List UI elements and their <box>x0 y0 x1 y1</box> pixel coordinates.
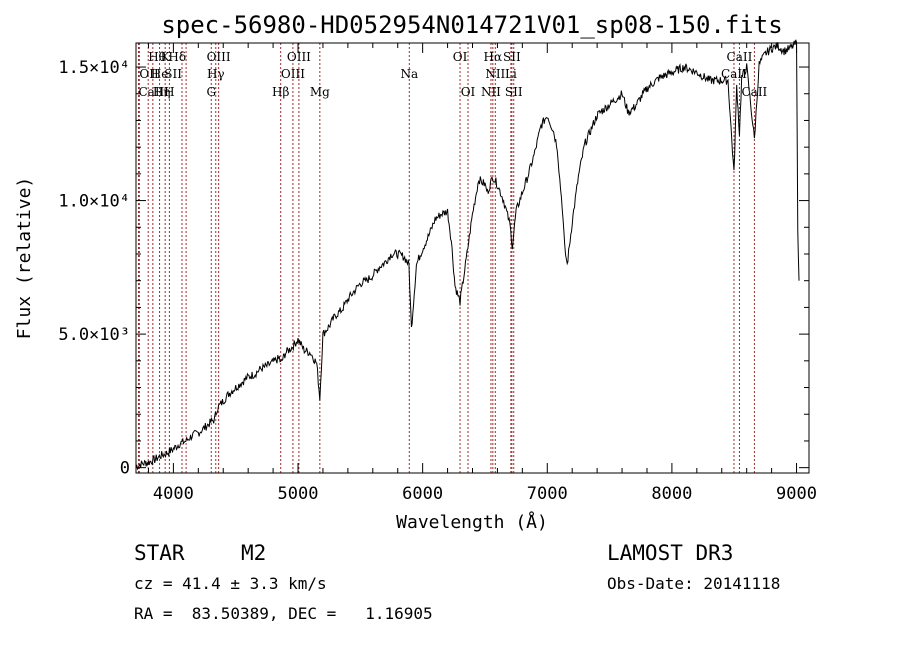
redshift-text: cz = 41.4 ± 3.3 km/s <box>134 574 327 593</box>
line-label-19: NII <box>481 85 501 99</box>
obs-date-text: Obs-Date: 20141118 <box>607 574 780 593</box>
x-tick-label-5: 9000 <box>776 484 817 504</box>
line-label-1: OII <box>139 67 159 81</box>
line-label-27: CaII <box>741 85 767 99</box>
line-label-18: OI <box>461 85 476 99</box>
line-label-4: He <box>151 67 169 81</box>
line-label-14: OIII <box>287 50 311 64</box>
y-tick-label-1: 5.0×10³ <box>58 325 130 345</box>
line-label-5: K <box>161 50 171 64</box>
line-label-11: G <box>206 85 216 99</box>
y-axis-label: Flux (relative) <box>14 177 35 340</box>
object-subclass: M2 <box>241 541 266 565</box>
x-tick-label-3: 7000 <box>527 484 568 504</box>
line-label-9: OIII <box>207 50 231 64</box>
line-label-17: OI <box>453 50 468 64</box>
x-tick-label-4: 8000 <box>651 484 692 504</box>
coordinates-text: RA = 83.50389, DEC = 1.16905 <box>134 604 433 623</box>
line-label-15: Mg <box>310 85 330 99</box>
line-label-6: H <box>164 85 174 99</box>
line-label-23: Li <box>505 67 517 81</box>
line-label-22: SII <box>503 50 521 64</box>
chart-title: spec-56980-HD052954N014721V01_sp08-150.f… <box>161 11 782 39</box>
line-label-7: SII <box>164 67 182 81</box>
line-label-13: OIII <box>281 67 305 81</box>
spectral-line-markers <box>137 43 755 473</box>
line-label-20: Hα <box>484 50 503 64</box>
line-label-25: CaII <box>721 67 747 81</box>
series-line-spectrum <box>135 39 800 471</box>
y-tick-label-0: 0 <box>120 459 130 479</box>
survey-name: LAMOST DR3 <box>607 541 733 565</box>
y-tick-label-2: 1.0×10⁴ <box>58 192 130 212</box>
y-tick-label-3: 1.5×10⁴ <box>58 58 130 78</box>
line-label-12: Hβ <box>272 85 289 99</box>
plot-frame <box>135 42 810 474</box>
line-label-24: SII <box>505 85 523 99</box>
axis-ticks: 4000 5000 6000 7000 8000 9000 0 5.0×10³ 1.0×10⁴ 1… <box>58 43 817 504</box>
x-tick-label-2: 6000 <box>402 484 443 504</box>
series-layer <box>135 39 800 471</box>
line-label-0: Hθ <box>148 50 166 64</box>
line-label-16: Na <box>400 67 418 81</box>
line-label-8: Hδ <box>168 50 186 64</box>
x-tick-label-1: 5000 <box>278 484 319 504</box>
line-label-3: Hη <box>153 85 171 99</box>
object-class: STAR <box>134 541 185 565</box>
line-label-10: Hγ <box>207 67 225 81</box>
x-tick-label-0: 4000 <box>153 484 194 504</box>
line-label-26: CaII <box>727 50 753 64</box>
x-axis-label: Wavelength (Å) <box>396 511 548 533</box>
line-label-2: CaII <box>138 85 164 99</box>
line-label-21: NII <box>485 67 505 81</box>
